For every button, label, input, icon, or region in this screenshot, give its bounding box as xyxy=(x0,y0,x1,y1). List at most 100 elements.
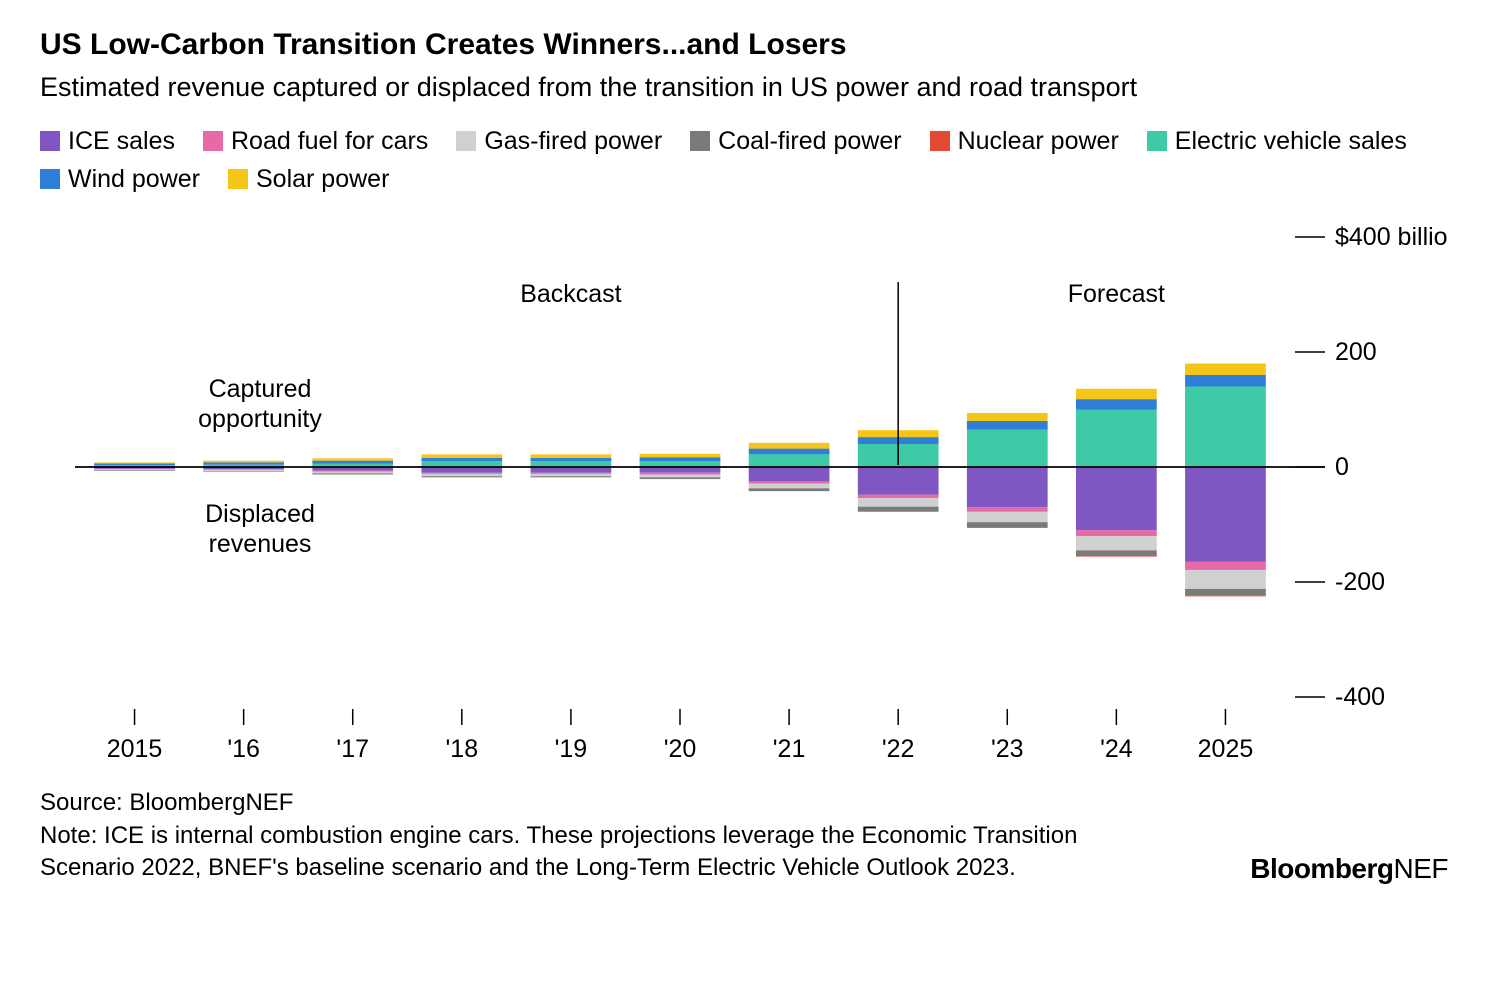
bar-roadfuel xyxy=(312,471,393,472)
bar-ice xyxy=(1076,467,1157,530)
bar-coal xyxy=(1185,589,1266,596)
bar-nuclear xyxy=(967,528,1048,529)
x-tick-label: 2015 xyxy=(107,735,163,763)
bar-roadfuel xyxy=(1185,562,1266,570)
bar-solar xyxy=(203,461,284,463)
source-line: Source: BloombergNEF xyxy=(40,787,1140,819)
annotation-forecast: Forecast xyxy=(1068,280,1165,308)
bar-ice xyxy=(1185,467,1266,562)
bar-wind xyxy=(1185,375,1266,387)
bar-wind xyxy=(312,461,393,464)
x-tick-label: '20 xyxy=(664,735,697,763)
annotation-displaced: Displacedrevenues xyxy=(205,500,315,558)
legend-swatch-roadfuel xyxy=(203,131,223,151)
bar-nuclear xyxy=(1076,556,1157,557)
legend-swatch-ice xyxy=(40,131,60,151)
bar-gas xyxy=(1076,536,1157,550)
legend-swatch-solar xyxy=(228,169,248,189)
legend-swatch-wind xyxy=(40,169,60,189)
brand-bold: Bloomberg xyxy=(1250,853,1393,884)
bar-ev xyxy=(1076,410,1157,468)
chart-page: US Low-Carbon Transition Creates Winners… xyxy=(0,0,1488,986)
legend-swatch-gas xyxy=(456,131,476,151)
bar-gas xyxy=(1185,570,1266,589)
legend-item-coal: Coal-fired power xyxy=(690,123,901,159)
legend-item-solar: Solar power xyxy=(228,161,389,197)
brand-logo: BloombergNEF xyxy=(1250,853,1448,885)
bar-wind xyxy=(421,458,502,461)
y-tick-label: 0 xyxy=(1335,453,1349,481)
x-tick-label: '17 xyxy=(336,735,369,763)
bar-gas xyxy=(94,470,175,471)
bar-solar xyxy=(749,443,830,449)
bar-gas xyxy=(312,472,393,474)
bar-wind xyxy=(531,458,612,461)
bar-roadfuel xyxy=(858,495,939,498)
bar-gas xyxy=(203,470,284,471)
bar-gas xyxy=(967,512,1048,522)
bar-coal xyxy=(967,523,1048,528)
bar-roadfuel xyxy=(749,482,830,484)
bar-wind xyxy=(94,464,175,466)
legend-item-wind: Wind power xyxy=(40,161,200,197)
bar-nuclear xyxy=(1185,596,1266,597)
legend-label-ev: Electric vehicle sales xyxy=(1175,123,1407,159)
annotation-backcast: Backcast xyxy=(520,280,621,308)
bar-gas xyxy=(640,475,721,478)
bar-nuclear xyxy=(858,512,939,513)
x-tick-label: '21 xyxy=(773,735,806,763)
legend-item-gas: Gas-fired power xyxy=(456,123,662,159)
bar-gas xyxy=(531,474,612,476)
x-tick-label: '18 xyxy=(446,735,479,763)
bar-ice xyxy=(858,467,939,495)
bar-gas xyxy=(858,498,939,507)
bar-coal xyxy=(749,489,830,492)
bar-coal xyxy=(312,474,393,475)
x-tick-label: '24 xyxy=(1100,735,1133,763)
bar-roadfuel xyxy=(203,470,284,471)
y-tick-label: -200 xyxy=(1335,568,1385,596)
chart-area: -400-2000200$400 billion2015'16'17'18'19… xyxy=(40,207,1448,767)
x-tick-label: '23 xyxy=(991,735,1024,763)
bar-coal xyxy=(640,478,721,480)
bar-solar xyxy=(531,455,612,458)
bar-roadfuel xyxy=(1076,531,1157,537)
y-tick-label: $400 billion xyxy=(1335,223,1448,251)
bar-wind xyxy=(640,458,721,462)
bar-wind xyxy=(203,463,284,465)
bar-coal xyxy=(1076,551,1157,557)
x-tick-label: 2025 xyxy=(1198,735,1254,763)
bar-coal xyxy=(858,507,939,512)
legend-label-ice: ICE sales xyxy=(68,123,175,159)
bar-solar xyxy=(312,459,393,461)
bar-solar xyxy=(94,463,175,464)
bar-roadfuel xyxy=(640,473,721,475)
brand-rest: NEF xyxy=(1394,853,1449,884)
x-tick-label: '22 xyxy=(882,735,915,763)
legend-label-wind: Wind power xyxy=(68,161,200,197)
bar-coal xyxy=(203,471,284,472)
legend-swatch-coal xyxy=(690,131,710,151)
x-tick-label: '19 xyxy=(555,735,588,763)
legend-item-nuclear: Nuclear power xyxy=(930,123,1119,159)
bar-roadfuel xyxy=(421,473,502,474)
bar-wind xyxy=(967,421,1048,430)
legend-swatch-ev xyxy=(1147,131,1167,151)
bar-solar xyxy=(1185,364,1266,376)
bar-wind xyxy=(1076,399,1157,409)
legend-label-nuclear: Nuclear power xyxy=(958,123,1119,159)
bar-ev xyxy=(967,430,1048,467)
bar-ice xyxy=(967,467,1048,507)
bar-gas xyxy=(749,484,830,489)
bar-roadfuel xyxy=(531,473,612,474)
bar-roadfuel xyxy=(967,508,1048,513)
bar-solar xyxy=(967,413,1048,421)
legend: ICE salesRoad fuel for carsGas-fired pow… xyxy=(40,123,1440,200)
legend-item-ev: Electric vehicle sales xyxy=(1147,123,1407,159)
y-tick-label: 200 xyxy=(1335,338,1377,366)
stacked-bar-chart: -400-2000200$400 billion2015'16'17'18'19… xyxy=(40,207,1448,767)
bar-coal xyxy=(531,477,612,478)
chart-footer: Source: BloombergNEF Note: ICE is intern… xyxy=(40,787,1448,884)
bar-solar xyxy=(421,455,502,458)
note-line: Note: ICE is internal combustion engine … xyxy=(40,820,1140,885)
